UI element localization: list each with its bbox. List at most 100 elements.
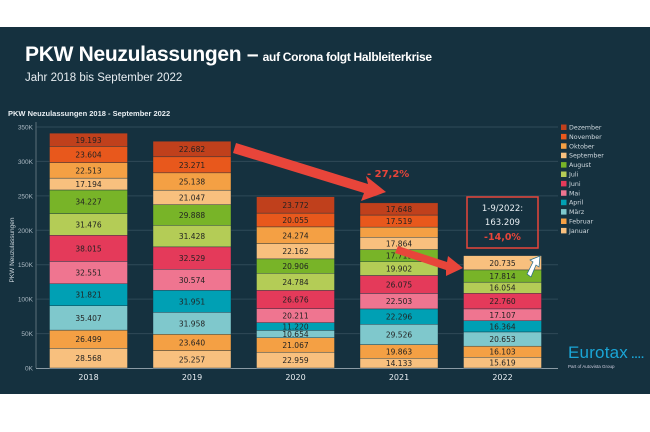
data-label: 14.133 xyxy=(386,359,412,368)
data-label: 17.194 xyxy=(75,180,101,189)
data-label: 31.428 xyxy=(179,232,205,241)
legend-label-märz: März xyxy=(569,209,585,216)
x-tick-label: 2021 xyxy=(389,373,409,382)
legend-swatch xyxy=(561,227,567,234)
data-label: 29.526 xyxy=(386,330,412,339)
data-label: 23.271 xyxy=(179,161,205,170)
legend-label-september: September xyxy=(569,153,604,160)
bar-segment-juni-2018 xyxy=(49,235,128,262)
data-label: 22.513 xyxy=(75,166,101,175)
x-tick-label: 2018 xyxy=(78,373,98,382)
legend-swatch xyxy=(561,143,567,149)
small-decline-arrow-icon xyxy=(395,246,463,276)
data-label: 16.364 xyxy=(489,322,515,331)
data-label: 22.959 xyxy=(282,356,308,365)
data-label: 11.220 xyxy=(282,322,308,331)
data-label: 21.047 xyxy=(179,193,205,202)
data-label: 20.906 xyxy=(282,262,308,271)
summary-total: 163.209 xyxy=(485,218,520,228)
data-label: 24.274 xyxy=(282,231,308,240)
summary-change: -14,0% xyxy=(484,232,521,243)
bar-segment-märz-2018 xyxy=(49,305,128,331)
logo-name: Eurotax xyxy=(568,343,628,362)
data-label: 19.902 xyxy=(386,265,412,274)
legend-label-mai: Mai xyxy=(569,190,580,197)
y-tick-label: 150K xyxy=(18,262,34,269)
data-label: 22.760 xyxy=(489,297,515,306)
legend-swatch xyxy=(561,152,567,159)
y-axis-label: PKW Neuzulassungen xyxy=(9,217,16,282)
data-label: 22.296 xyxy=(386,313,412,322)
summary-box xyxy=(466,196,539,249)
legend-swatch xyxy=(561,124,567,130)
data-label: 16.103 xyxy=(489,348,515,357)
data-label: 29.888 xyxy=(179,211,205,220)
legend-swatch xyxy=(561,199,567,206)
data-label: 32.551 xyxy=(75,269,101,278)
x-tick-label: 2020 xyxy=(285,373,305,382)
data-label: 15.619 xyxy=(489,359,515,368)
data-label: 26.075 xyxy=(386,280,412,289)
y-tick-label: 200K xyxy=(18,228,34,235)
data-label: 25.138 xyxy=(179,178,205,187)
data-label: 22.162 xyxy=(282,247,308,256)
bar-segment-dezember-2018 xyxy=(49,132,128,147)
logo-tagline: Part of Autovista Group xyxy=(568,364,615,369)
legend-swatch xyxy=(561,190,567,196)
big-decline-arrow-icon xyxy=(233,143,386,201)
data-label: 16.054 xyxy=(489,284,515,293)
data-label: 21.067 xyxy=(282,341,308,350)
data-label: 24.784 xyxy=(282,278,308,287)
y-tick-label: 100K xyxy=(18,297,34,304)
data-label: 32.529 xyxy=(179,254,205,263)
slide-subtitle: Jahr 2018 bis September 2022 xyxy=(25,72,183,84)
chart-title: PKW Neuzulassungen 2018 - September 2022 xyxy=(8,109,171,118)
data-label: 17.864 xyxy=(386,239,412,248)
data-label: 17.519 xyxy=(386,217,412,226)
data-label: 31.821 xyxy=(75,291,101,300)
data-label: 26.499 xyxy=(75,335,101,344)
data-label: 20.735 xyxy=(489,259,515,268)
y-tick-label: 0K xyxy=(25,366,34,373)
data-label: 20.055 xyxy=(282,216,308,225)
data-label: 23.604 xyxy=(75,150,101,159)
data-label: 31.476 xyxy=(75,220,101,229)
y-tick-label: 300K xyxy=(18,159,34,166)
slide-title: PKW Neuzulassungen – auf Corona folgt Ha… xyxy=(25,43,432,67)
legend-label-juni: Juni xyxy=(568,181,581,188)
data-label: 26.676 xyxy=(282,296,308,305)
data-label: 20.211 xyxy=(282,312,308,321)
legend-swatch xyxy=(561,162,567,168)
legend-label-april: April xyxy=(569,200,584,207)
data-label: 38.015 xyxy=(75,244,101,253)
legend-swatch xyxy=(561,180,567,187)
x-tick-label: 2019 xyxy=(182,373,202,382)
data-label: 17.814 xyxy=(489,272,515,281)
bar-segment-oktober-2021 xyxy=(359,226,439,238)
legend-swatch xyxy=(561,171,567,177)
eurotax-logo: Eurotax .... Part of Autovista Group xyxy=(568,343,645,369)
y-tick-label: 50K xyxy=(21,331,33,338)
data-label: 22.682 xyxy=(179,145,205,154)
x-tick-label: 2022 xyxy=(492,373,512,382)
legend-swatch xyxy=(561,133,567,140)
data-label: 30.574 xyxy=(179,276,205,285)
legend-label-oktober: Oktober xyxy=(569,143,595,150)
data-label: 31.951 xyxy=(179,297,205,306)
legend-label-august: August xyxy=(569,162,592,169)
y-tick-label: 350K xyxy=(18,125,34,132)
bar-segment-dezember-2019 xyxy=(152,141,232,158)
summary-period: 1-9/2022: xyxy=(482,204,523,214)
title-main: PKW Neuzulassungen – xyxy=(25,43,259,66)
data-label: 10.654 xyxy=(282,330,308,339)
legend-label-november: November xyxy=(569,134,602,141)
legend-label-februar: Februar xyxy=(569,219,594,226)
legend-label-juli: Juli xyxy=(568,172,579,179)
data-label: 31.958 xyxy=(179,319,205,328)
data-label: 25.257 xyxy=(179,355,205,364)
decline-label: - 27,2% xyxy=(367,169,409,180)
y-tick-label: 250K xyxy=(18,193,34,200)
data-label: 34.227 xyxy=(75,198,101,207)
data-label: 17.107 xyxy=(489,311,515,320)
